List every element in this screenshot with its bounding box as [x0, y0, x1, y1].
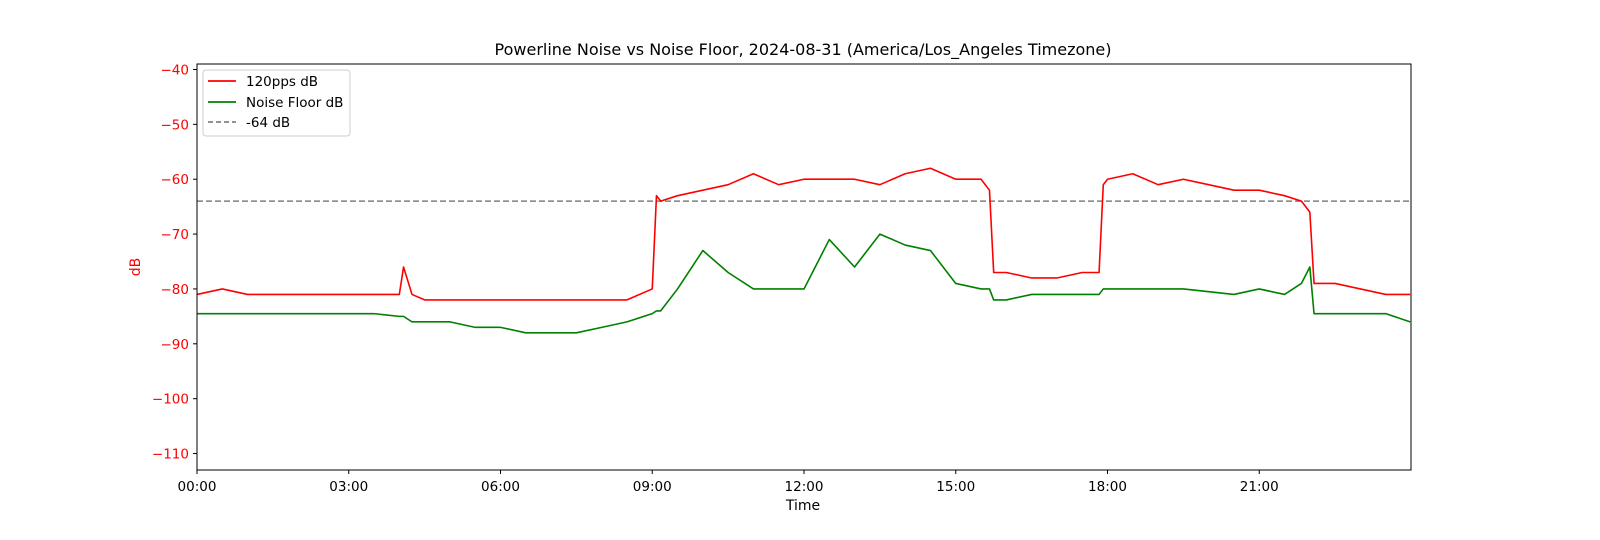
- y-tick-label: −80: [161, 282, 190, 298]
- legend-box: [202, 69, 351, 137]
- x-tick-label: 06:00: [481, 479, 520, 495]
- x-tick-label: 21:00: [1240, 479, 1279, 495]
- plot-frame: [196, 63, 1412, 471]
- x-tick-label: 15:00: [936, 479, 975, 495]
- legend-label-120pps: 120pps dB: [246, 74, 318, 90]
- y-tick-label: −60: [161, 172, 190, 188]
- series-line-noise-floor: [197, 233, 1411, 334]
- legend: 120pps dB Noise Floor dB -64 dB: [202, 69, 351, 137]
- legend-label-noise-floor: Noise Floor dB: [246, 95, 343, 111]
- y-axis: −40 −50 −60 −70 −80 −90 −100 −110: [152, 62, 197, 463]
- x-axis-label: Time: [785, 498, 820, 514]
- y-tick-label: −50: [161, 117, 190, 133]
- x-axis: 00:00 03:00 06:00 09:00 12:00 15:00 18:00 21:00: [178, 470, 1279, 495]
- y-tick-label: −90: [161, 337, 190, 353]
- y-tick-label: −100: [152, 392, 189, 408]
- plot-series: [196, 167, 1411, 334]
- x-tick-label: 03:00: [329, 479, 368, 495]
- y-tick-label: −110: [152, 447, 189, 463]
- x-tick-label: 00:00: [178, 479, 217, 495]
- y-axis-label: dB: [128, 258, 144, 277]
- y-tick-label: −70: [161, 227, 190, 243]
- legend-label-reference: -64 dB: [246, 115, 290, 131]
- x-tick-label: 12:00: [785, 479, 824, 495]
- x-tick-label: 09:00: [633, 479, 672, 495]
- chart-title: Powerline Noise vs Noise Floor, 2024-08-…: [495, 40, 1112, 60]
- x-tick-label: 18:00: [1088, 479, 1127, 495]
- y-tick-label: −40: [161, 62, 190, 78]
- series-line-120pps: [196, 167, 1411, 301]
